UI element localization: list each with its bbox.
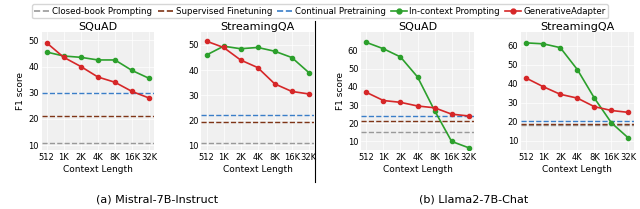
Y-axis label: F1 score: F1 score — [17, 73, 26, 110]
Legend: Closed-book Prompting, Supervised Finetuning, Continual Pretraining, In-context : Closed-book Prompting, Supervised Finetu… — [32, 4, 608, 18]
Y-axis label: F1 score: F1 score — [336, 73, 345, 110]
X-axis label: Context Length: Context Length — [542, 165, 612, 174]
Text: (b) Llama2-7B-Chat: (b) Llama2-7B-Chat — [419, 195, 528, 205]
Title: SQuAD: SQuAD — [398, 22, 437, 32]
Title: SQuAD: SQuAD — [78, 22, 117, 32]
X-axis label: Context Length: Context Length — [383, 165, 452, 174]
Text: (a) Mistral-7B-Instruct: (a) Mistral-7B-Instruct — [96, 195, 218, 205]
Title: StreamingQA: StreamingQA — [221, 22, 295, 32]
Title: StreamingQA: StreamingQA — [540, 22, 614, 32]
X-axis label: Context Length: Context Length — [63, 165, 133, 174]
X-axis label: Context Length: Context Length — [223, 165, 292, 174]
